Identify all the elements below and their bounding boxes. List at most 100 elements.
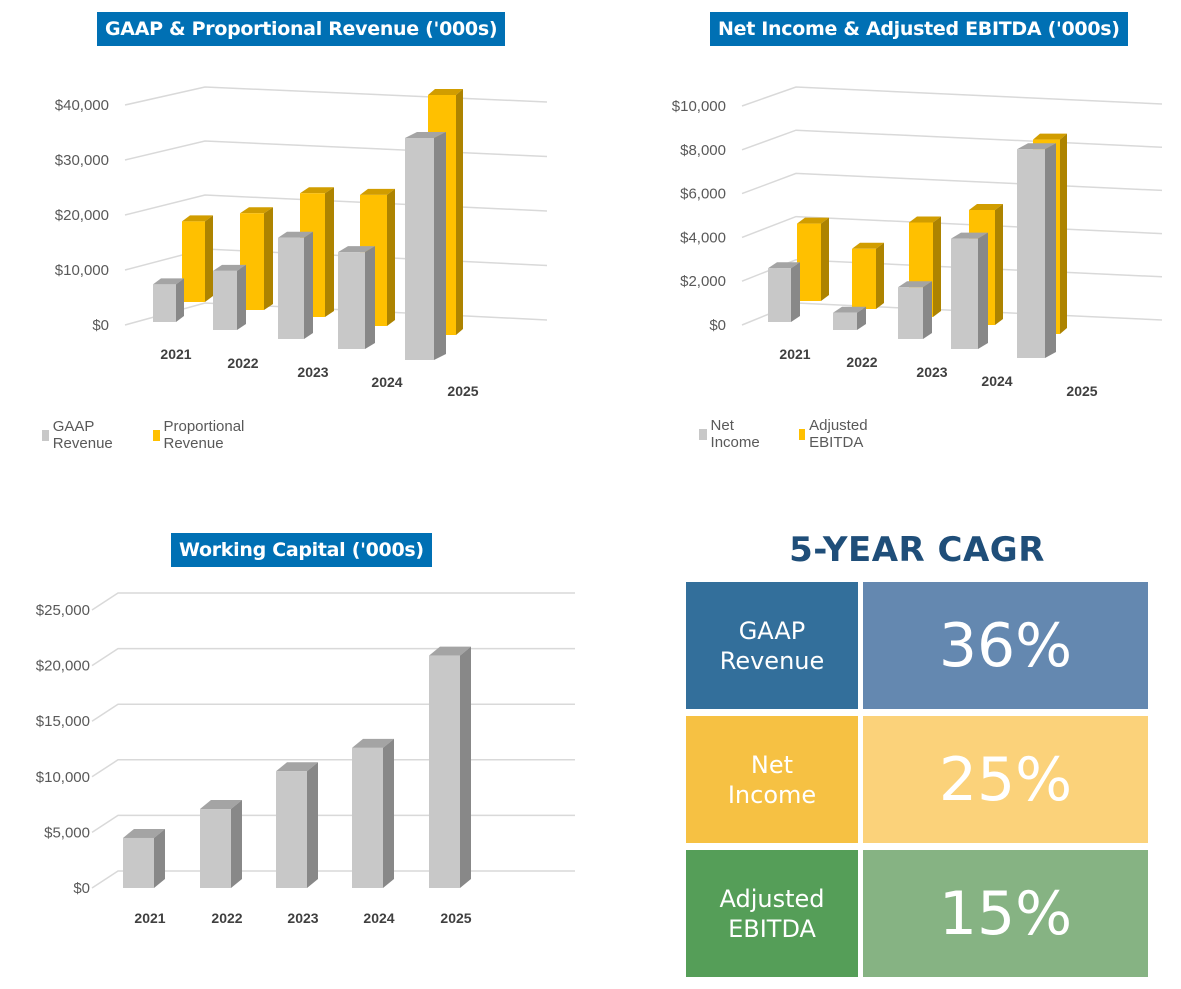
- cagr-label-line: Adjusted: [719, 884, 825, 913]
- cagr-table: GAAP Revenue 36% Net Income 25% Adjusted EB…: [686, 582, 1148, 984]
- gridline: [124, 194, 548, 216]
- y-tick-label: $15,000: [36, 713, 90, 730]
- y-tick-label: $2,000: [680, 273, 726, 290]
- legend-item: GAAP Revenue: [42, 418, 117, 452]
- legend-swatch-gold: [153, 429, 160, 441]
- bar-top: [153, 278, 184, 285]
- bar-side: [456, 89, 463, 335]
- bar-top: [909, 216, 941, 223]
- bar-side: [1045, 143, 1056, 358]
- x-tick-label: 2024: [981, 373, 1012, 389]
- bar: [213, 270, 237, 330]
- bar-side: [387, 188, 395, 326]
- bar-top: [852, 242, 884, 249]
- bar-side: [237, 264, 246, 330]
- bar-side: [325, 187, 334, 317]
- y-tick-label: $10,000: [55, 262, 109, 279]
- cagr-label-line: EBITDA: [728, 914, 816, 943]
- bar-side: [307, 762, 318, 888]
- bar: [123, 837, 154, 888]
- bar-top: [182, 215, 213, 222]
- y-tick-label: $8,000: [680, 142, 726, 159]
- y-tick-label: $0: [709, 317, 726, 334]
- cagr-label: GAAP Revenue: [686, 582, 858, 709]
- y-tick-label: $10,000: [672, 98, 726, 115]
- y-tick-label: $20,000: [36, 658, 90, 675]
- bar-top: [338, 246, 375, 253]
- bar-top: [797, 217, 829, 224]
- bar-top: [200, 800, 242, 810]
- cagr-label-line: Income: [727, 780, 817, 809]
- y-tick-label: $30,000: [55, 152, 109, 169]
- bar-side: [154, 828, 165, 888]
- bar-top: [213, 264, 246, 271]
- bar: [200, 809, 231, 888]
- bar: [898, 287, 923, 339]
- bar-top: [428, 89, 463, 95]
- bar: [852, 248, 876, 309]
- chart-title: Working Capital ('000s): [171, 533, 432, 567]
- gridline: [91, 870, 575, 889]
- y-tick-label: $0: [92, 317, 109, 334]
- gridline: [124, 86, 548, 106]
- cagr-value: 25%: [863, 716, 1148, 843]
- bar: [352, 747, 383, 888]
- cagr-title: 5-YEAR CAGR: [789, 530, 1045, 570]
- x-tick-label: 2021: [160, 346, 191, 362]
- legend-label: Net Income: [710, 417, 760, 451]
- chart-title: GAAP & Proportional Revenue ('000s): [97, 12, 506, 46]
- gridline: [741, 129, 1163, 151]
- bar-top: [833, 306, 866, 313]
- x-tick-label: 2023: [287, 910, 318, 926]
- cagr-label: Adjusted EBITDA: [686, 850, 858, 977]
- bar-side: [205, 215, 213, 302]
- bar-top: [278, 231, 313, 238]
- x-tick-label: 2025: [1066, 383, 1097, 399]
- cagr-label-line: GAAP: [738, 616, 806, 645]
- legend-swatch-gray: [699, 428, 707, 440]
- cagr-value: 36%: [863, 582, 1148, 709]
- legend-swatch-gray: [42, 429, 49, 441]
- bar-top: [768, 262, 800, 269]
- bar-top: [276, 762, 318, 772]
- cagr-row-net-income: Net Income 25%: [686, 716, 1148, 843]
- bar-side: [857, 306, 866, 330]
- y-tick-label: $0: [73, 880, 90, 897]
- x-tick-label: 2023: [916, 364, 947, 380]
- bar-top: [352, 738, 394, 748]
- cagr-row-adjusted-ebitda: Adjusted EBITDA 15%: [686, 850, 1148, 977]
- bar: [338, 252, 365, 349]
- bar-side: [978, 232, 988, 349]
- gridline: [91, 592, 575, 611]
- gridline: [91, 703, 575, 722]
- bar-side: [231, 800, 242, 888]
- cagr-value: 15%: [863, 850, 1148, 977]
- bar-side: [995, 204, 1003, 325]
- cagr-label: Net Income: [686, 716, 858, 843]
- legend-item: Net Income: [699, 417, 763, 451]
- x-tick-label: 2025: [447, 383, 478, 399]
- bar-side: [933, 216, 941, 317]
- cagr-label-line: Revenue: [719, 646, 825, 675]
- legend-label: Proportional Revenue: [163, 418, 245, 452]
- bar: [797, 223, 821, 301]
- chart-legend: GAAP Revenue Proportional Revenue: [42, 418, 249, 452]
- legend-item: Adjusted EBITDA: [799, 417, 872, 451]
- bar-top: [405, 132, 446, 138]
- x-tick-label: 2021: [779, 346, 810, 362]
- bar: [951, 238, 978, 349]
- y-tick-label: $40,000: [55, 97, 109, 114]
- cagr-row-gaap-revenue: GAAP Revenue 36%: [686, 582, 1148, 709]
- chart-gaap-revenue-plot: $0 $10,000 $20,000 $30,000 $40,000 2021 2022 20…: [55, 86, 548, 399]
- bar-side: [176, 278, 184, 322]
- bar: [1017, 149, 1045, 358]
- gridline: [91, 759, 575, 778]
- bar: [833, 312, 857, 330]
- bar-side: [434, 132, 446, 360]
- bar-top: [240, 207, 273, 214]
- bar: [278, 237, 304, 339]
- chart-working-capital-plot: $0 $5,000 $10,000 $15,000 $20,000 $25,000 2021…: [36, 592, 575, 926]
- gridline: [91, 647, 575, 667]
- bar-top: [429, 646, 471, 656]
- chart-title: Net Income & Adjusted EBITDA ('000s): [710, 12, 1128, 46]
